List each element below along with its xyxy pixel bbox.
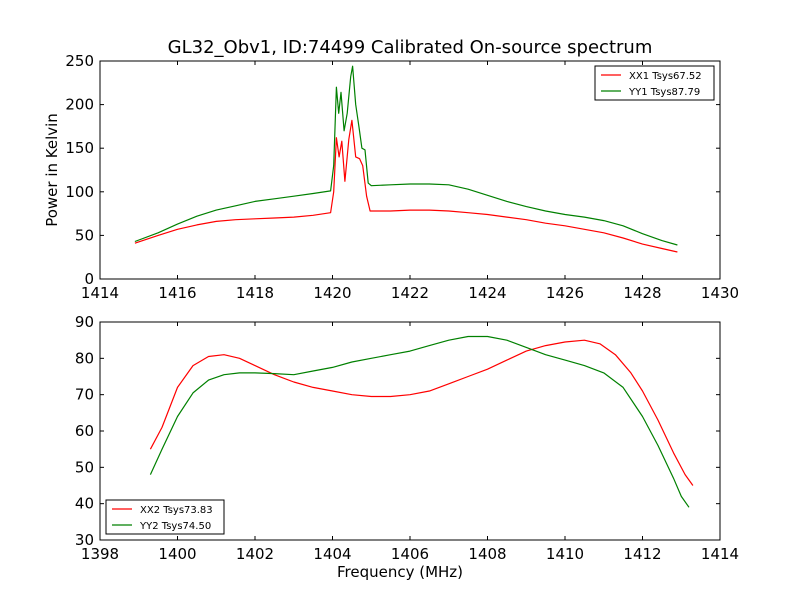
- x-tick-label: 1414: [701, 545, 739, 563]
- series-line-1-2: [134, 65, 678, 246]
- x-tick-label: 1426: [546, 284, 584, 302]
- legend-label: XX2 Tsys73.83: [140, 505, 213, 516]
- series-line-2-2: [149, 335, 690, 508]
- y-tick-label: 60: [75, 422, 94, 440]
- x-axis-label: Frequency (MHz): [337, 563, 463, 581]
- legend-label: YY2 Tsys74.50: [139, 521, 211, 532]
- y-tick-label: 50: [75, 226, 94, 244]
- x-tick-label: 1424: [468, 284, 506, 302]
- legend-label: XX1 Tsys67.52: [629, 71, 702, 82]
- legend: XX1 Tsys67.52 YY1 Tsys87.79: [594, 65, 715, 101]
- y-axis-label: Power in Kelvin: [43, 113, 61, 227]
- x-tick-label: 1398: [81, 545, 119, 563]
- x-tick-label: 1408: [468, 545, 506, 563]
- y-tick-label: 40: [75, 495, 94, 513]
- x-tick-label: 1412: [623, 545, 661, 563]
- legend-box: [594, 65, 715, 101]
- x-tick-label: 1400: [158, 545, 196, 563]
- upper-plot: 1414 1416 1418 1420 1422 1424 1426 1428 1430 0 50 1…: [43, 52, 739, 302]
- legend-box: [105, 499, 225, 535]
- legend: XX2 Tsys73.83 YY2 Tsys74.50: [105, 499, 225, 535]
- y-tick-label: 50: [75, 458, 94, 476]
- series-line-1-1: [134, 119, 678, 253]
- x-tick-label: 1406: [391, 545, 429, 563]
- y-tick-label: 100: [65, 183, 94, 201]
- x-tick-label: 1430: [701, 284, 739, 302]
- x-tick-label: 1422: [391, 284, 429, 302]
- lower-plot: 1398 1400 1402 1404 1406 1408 1410 1412 1414 30 40…: [75, 313, 739, 581]
- y-tick-label: 80: [75, 349, 94, 367]
- series-line-2-1: [149, 339, 694, 486]
- x-tick-label: 1404: [313, 545, 351, 563]
- y-tick-label: 0: [84, 270, 94, 288]
- y-tick-label: 30: [75, 531, 94, 549]
- x-tick-label: 1418: [236, 284, 274, 302]
- figure-title: GL32_Obv1, ID:74499 Calibrated On-source…: [168, 37, 653, 58]
- x-tick-label: 1428: [623, 284, 661, 302]
- y-tick-label: 250: [65, 52, 94, 70]
- y-tick-label: 70: [75, 386, 94, 404]
- x-tick-label: 1410: [546, 545, 584, 563]
- y-tick-label: 150: [65, 139, 94, 157]
- x-tick-label: 1402: [236, 545, 274, 563]
- x-tick-label: 1420: [313, 284, 351, 302]
- legend-label: YY1 Tsys87.79: [628, 87, 700, 98]
- x-tick-label: 1416: [158, 284, 196, 302]
- y-tick-label: 90: [75, 313, 94, 331]
- y-tick-label: 200: [65, 96, 94, 114]
- x-tick-label: 1414: [81, 284, 119, 302]
